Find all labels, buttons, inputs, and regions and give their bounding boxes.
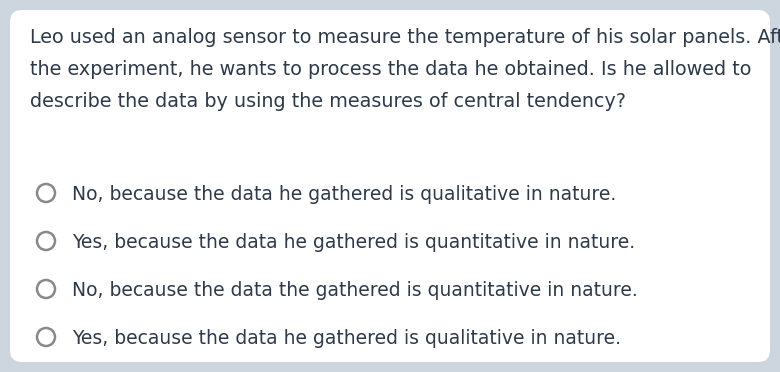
Circle shape	[37, 184, 55, 202]
Text: describe the data by using the measures of central tendency?: describe the data by using the measures …	[30, 92, 626, 111]
Text: the experiment, he wants to process the data he obtained. Is he allowed to: the experiment, he wants to process the …	[30, 60, 751, 79]
Text: Yes, because the data he gathered is quantitative in nature.: Yes, because the data he gathered is qua…	[72, 233, 635, 252]
Text: No, because the data the gathered is quantitative in nature.: No, because the data the gathered is qua…	[72, 281, 638, 300]
Circle shape	[37, 328, 55, 346]
Circle shape	[37, 280, 55, 298]
Text: Yes, because the data he gathered is qualitative in nature.: Yes, because the data he gathered is qua…	[72, 329, 621, 348]
Text: No, because the data he gathered is qualitative in nature.: No, because the data he gathered is qual…	[72, 185, 616, 204]
Circle shape	[37, 232, 55, 250]
FancyBboxPatch shape	[10, 10, 770, 362]
Text: Leo used an analog sensor to measure the temperature of his solar panels. After: Leo used an analog sensor to measure the…	[30, 28, 780, 47]
